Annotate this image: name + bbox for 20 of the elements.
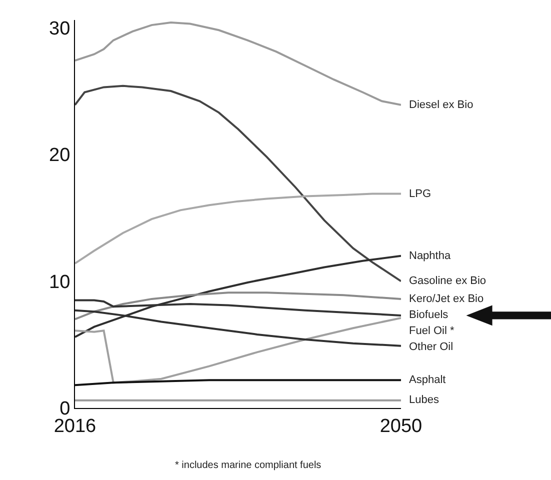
text: * includes marine compliant fuels: [175, 460, 322, 471]
series-label: Other Oil: [409, 341, 454, 353]
line-series: [75, 316, 401, 384]
series-label: LPG: [409, 188, 432, 200]
line-series: [75, 84, 401, 282]
series-label: Biofuels: [409, 309, 449, 321]
series-label: Asphalt: [409, 374, 446, 386]
y-tick-label: 20: [49, 145, 70, 166]
series-label: Fuel Oil *: [409, 325, 455, 337]
line-series: [75, 22, 401, 106]
series-label: Naphtha: [409, 250, 452, 262]
x-tick-label: 2050: [380, 416, 422, 437]
series-label: Gasoline ex Bio: [409, 275, 486, 287]
series-label: Kero/Jet ex Bio: [409, 293, 484, 305]
line-series: [75, 292, 401, 320]
series-label: Diesel ex Bio: [409, 99, 474, 111]
y-tick-label: 30: [49, 18, 70, 40]
y-tick-label: 10: [49, 272, 70, 293]
line-series: [75, 192, 401, 264]
series-label: Lubes: [409, 394, 440, 406]
